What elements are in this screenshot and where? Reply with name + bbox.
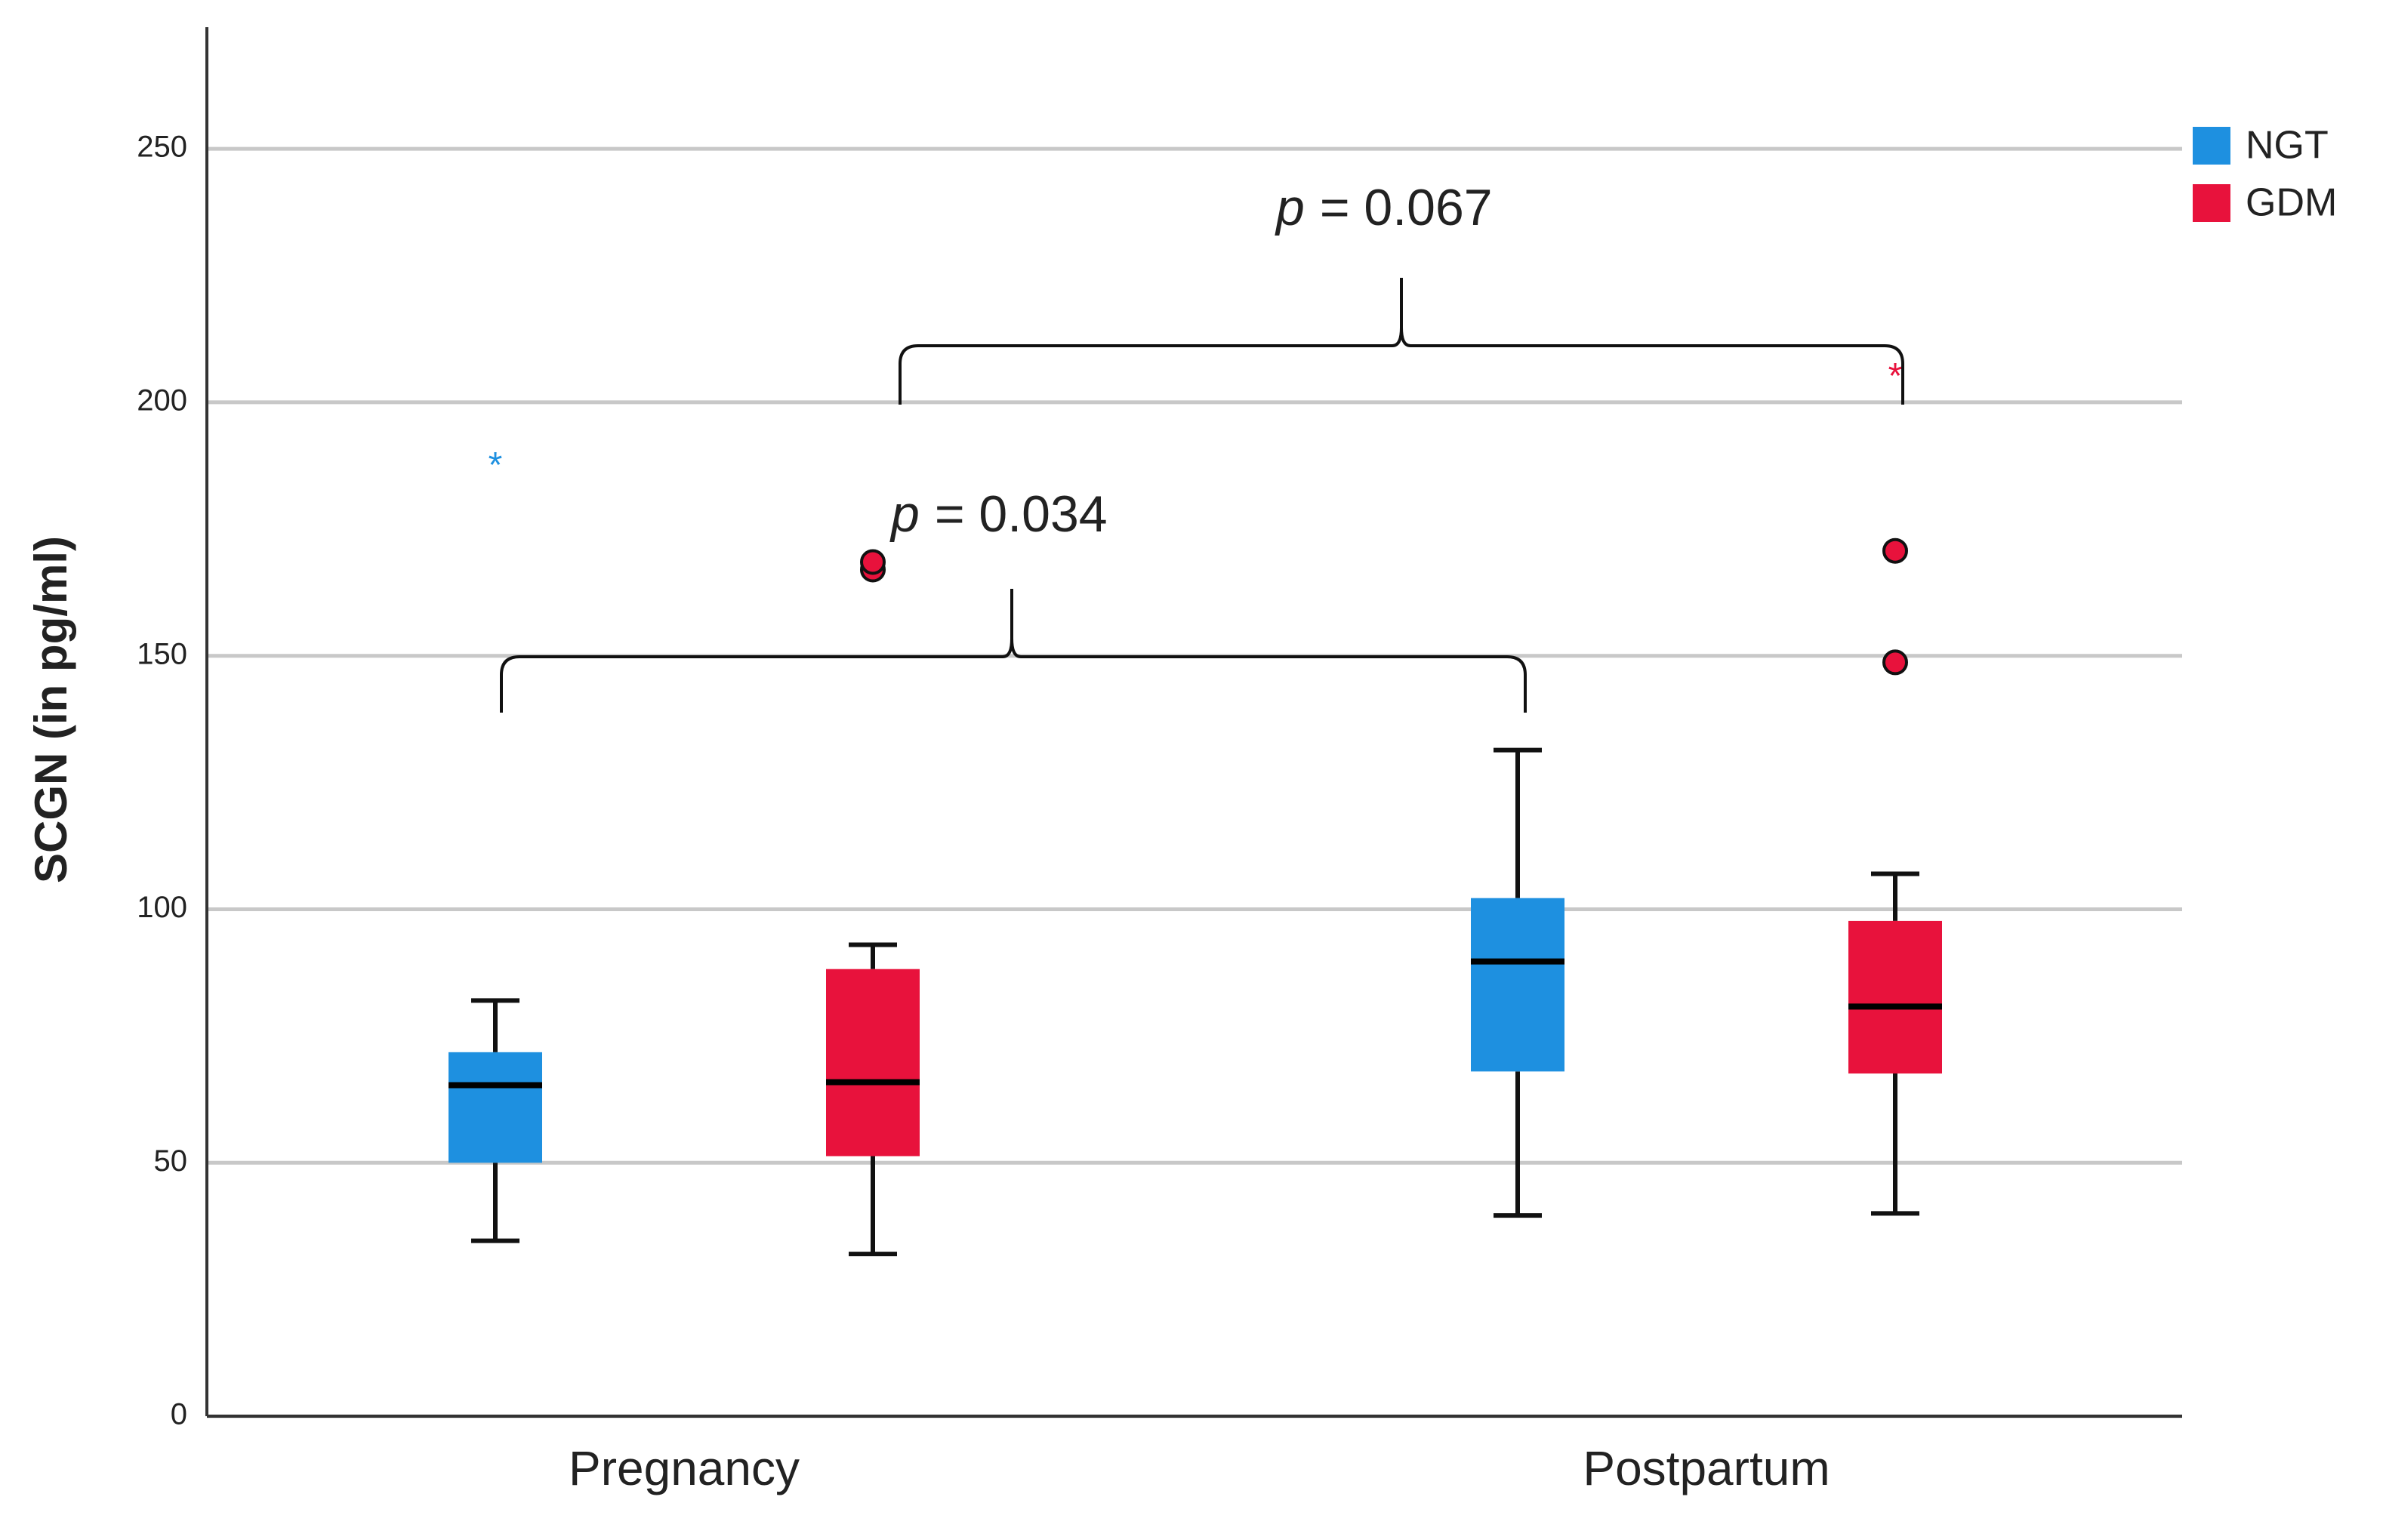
annotation-symbol: p [889,485,920,543]
box [1471,898,1564,1072]
annotation-symbol: p [1275,179,1305,236]
legend-label: GDM [2246,181,2337,225]
outlier [1882,537,1908,564]
x-tick-label: Pregnancy [569,1441,800,1495]
y-tick-label: 200 [137,383,187,417]
x-tick-label: Postpartum [1583,1441,1830,1495]
y-tick-label: 250 [137,131,187,164]
y-tick-label: 150 [137,637,187,670]
legend-swatch [2193,127,2230,165]
annotation-text: = 0.034 [935,485,1108,543]
annotation: p = 0.067 [1275,179,1493,236]
y-tick-label: 0 [171,1398,187,1431]
box [1848,920,1942,1074]
y-tick-label: 50 [154,1144,188,1178]
annotation-text: = 0.067 [1320,179,1493,236]
bracket [899,278,1904,405]
extreme: * [1888,356,1903,396]
bracket [500,589,1527,713]
y-tick-label: 100 [137,891,187,924]
box [826,969,920,1157]
legend-swatch [2193,184,2230,222]
annotation: p = 0.034 [889,485,1108,543]
outlier [860,549,886,575]
legend-label: NGT [2246,124,2329,168]
extreme: * [489,445,503,485]
outlier [1882,649,1908,676]
y-axis-label: SCGN (in pg/ml) [26,536,76,883]
box [449,1052,542,1163]
